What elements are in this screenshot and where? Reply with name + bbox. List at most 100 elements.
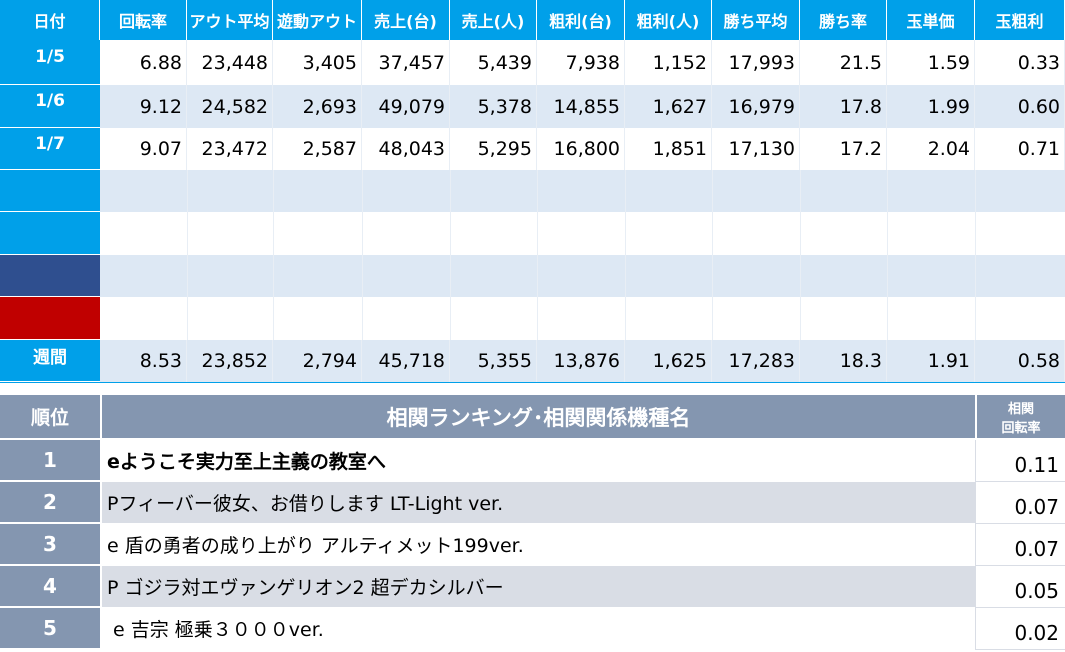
cell-divider (362, 255, 363, 297)
cell-divider (537, 212, 538, 255)
column-header: 売上(台) (362, 0, 450, 40)
empty-row (100, 212, 1065, 255)
cell-divider (625, 212, 626, 255)
cell-divider (887, 212, 888, 255)
correlation-value: 0.02 (975, 608, 1065, 650)
column-header: 粗利(台) (537, 0, 625, 40)
column-header: 売上(人) (450, 0, 537, 40)
cell-divider (712, 170, 713, 212)
value-cell: 1,152 (625, 40, 712, 85)
value-cell: 21.5 (800, 40, 887, 85)
model-name: P ゴジラ対エヴァンゲリオン2 超デカシルバー (100, 566, 975, 608)
cell-divider (537, 297, 538, 340)
cell-divider (450, 297, 451, 340)
value-header-line: 相関 (1007, 401, 1034, 417)
value-cell: 9.12 (100, 85, 187, 128)
cell-divider (187, 170, 188, 212)
value-cell: 17.2 (800, 128, 887, 170)
value-cell: 1,625 (625, 340, 712, 382)
cell-divider (450, 170, 451, 212)
value-cell: 1,851 (625, 128, 712, 170)
value-cell: 13,876 (537, 340, 625, 382)
empty-row (100, 170, 1065, 212)
cell-divider (625, 297, 626, 340)
column-header: アウト平均 (187, 0, 273, 40)
cell-divider (800, 297, 801, 340)
cell-divider (712, 212, 713, 255)
cell-divider (975, 212, 976, 255)
cell-divider (273, 212, 274, 255)
value-cell: 2,587 (273, 128, 362, 170)
value-cell: 5,355 (450, 340, 537, 382)
value-cell: 2,693 (273, 85, 362, 128)
rank-cell: 3 (0, 524, 100, 566)
cell-divider (712, 255, 713, 297)
model-name: e 吉宗 極乗３０００ver. (100, 608, 975, 650)
value-cell: 0.33 (975, 40, 1065, 85)
cell-divider (450, 212, 451, 255)
rank-cell: 4 (0, 566, 100, 608)
column-header: 勝ち平均 (712, 0, 800, 40)
column-header: 粗利(人) (625, 0, 712, 40)
rank-cell: 1 (0, 440, 100, 482)
value-cell: 3,405 (273, 40, 362, 85)
value-cell: 1.99 (887, 85, 975, 128)
cell-divider (625, 255, 626, 297)
date-cell (0, 170, 100, 212)
value-cell: 17,130 (712, 128, 800, 170)
column-header: 勝ち率 (800, 0, 887, 40)
value-cell: 23,852 (187, 340, 273, 382)
value-cell: 5,378 (450, 85, 537, 128)
value-cell: 17.8 (800, 85, 887, 128)
cell-divider (887, 255, 888, 297)
column-header: 日付 (0, 0, 100, 40)
date-cell: 1/7 (0, 128, 100, 170)
value-cell: 2.04 (887, 128, 975, 170)
cell-divider (537, 255, 538, 297)
correlation-value: 0.07 (975, 524, 1065, 566)
value-cell: 5,295 (450, 128, 537, 170)
cell-divider (800, 255, 801, 297)
value-cell: 1,627 (625, 85, 712, 128)
empty-row (100, 297, 1065, 340)
date-cell: 1/5 (0, 40, 100, 85)
value-cell: 49,079 (362, 85, 450, 128)
date-cell (0, 212, 100, 255)
column-header: 遊動アウト (273, 0, 362, 40)
value-cell: 23,472 (187, 128, 273, 170)
cell-divider (975, 170, 976, 212)
value-header-line: 回転率 (1001, 420, 1041, 436)
cell-divider (800, 170, 801, 212)
cell-divider (887, 170, 888, 212)
value-cell: 1.59 (887, 40, 975, 85)
cell-divider (887, 297, 888, 340)
cell-divider (800, 212, 801, 255)
date-cell: 1/6 (0, 85, 100, 128)
model-name: Pフィーバー彼女、お借りします LT-Light ver. (100, 482, 975, 524)
model-name: eようこそ実力至上主義の教室へ (100, 440, 975, 482)
empty-row (100, 255, 1065, 297)
value-cell: 48,043 (362, 128, 450, 170)
value-cell: 0.58 (975, 340, 1065, 382)
cell-divider (975, 255, 976, 297)
cell-divider (273, 170, 274, 212)
value-cell: 5,439 (450, 40, 537, 85)
date-cell (0, 297, 100, 340)
cell-divider (537, 170, 538, 212)
cell-divider (187, 297, 188, 340)
cell-divider (273, 297, 274, 340)
cell-divider (712, 297, 713, 340)
cell-divider (362, 297, 363, 340)
value-cell: 23,448 (187, 40, 273, 85)
value-cell: 6.88 (100, 40, 187, 85)
value-cell: 18.3 (800, 340, 887, 382)
value-cell: 45,718 (362, 340, 450, 382)
value-cell: 0.60 (975, 85, 1065, 128)
rank-cell: 5 (0, 608, 100, 650)
column-header: 玉粗利 (975, 0, 1065, 40)
correlation-value: 0.07 (975, 482, 1065, 524)
column-header: 回転率 (100, 0, 187, 40)
value-cell: 0.71 (975, 128, 1065, 170)
divider (0, 382, 1065, 383)
ranking-title: 相関ランキング･相関関係機種名 (100, 395, 975, 440)
